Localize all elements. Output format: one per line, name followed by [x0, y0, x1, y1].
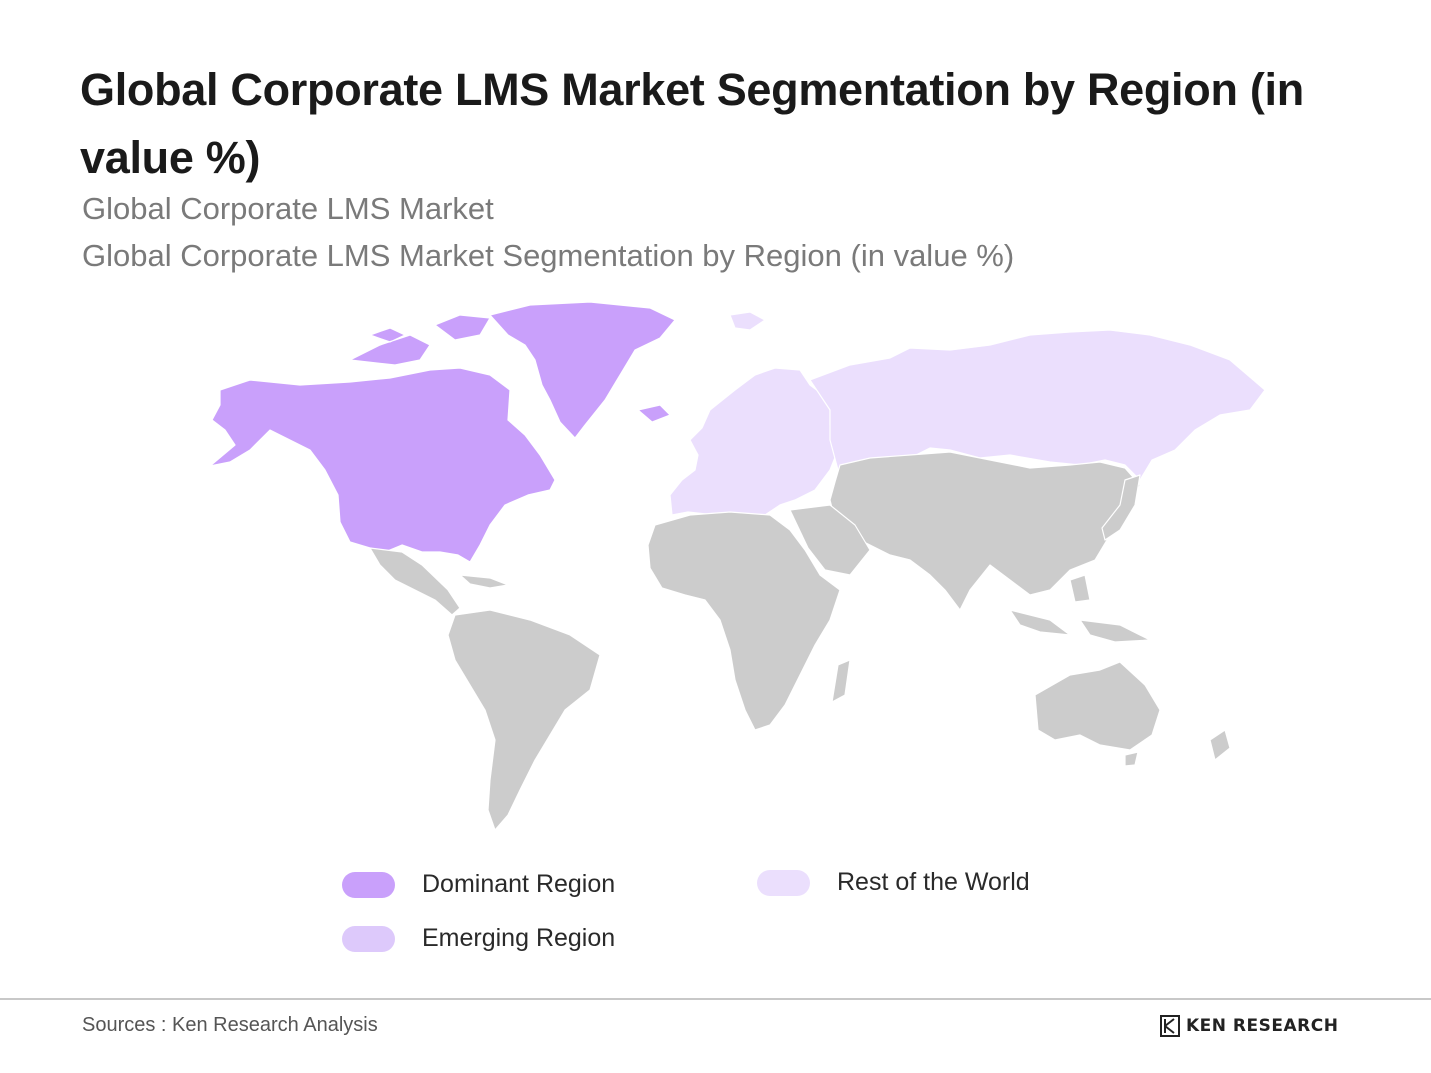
- legend-label-emerging: Emerging Region: [422, 924, 616, 952]
- brand: KEN RESEARCH: [1160, 1015, 1338, 1037]
- legend-label-rest: Rest of the World: [837, 868, 1030, 896]
- region-middle-east: [789, 504, 871, 576]
- legend-swatch-dominant: [342, 871, 395, 898]
- world-map: [190, 290, 1280, 835]
- region-se-asia-islands: [1009, 574, 1151, 643]
- legend-item-rest: Rest of the World: [757, 868, 1030, 897]
- region-central-america: [369, 547, 461, 616]
- sources-note: Sources : Ken Research Analysis: [82, 1014, 378, 1036]
- region-north-america: [209, 367, 556, 563]
- legend-swatch-emerging: [342, 925, 395, 952]
- chart-title: Global Corporate LMS Market Segmentation…: [80, 64, 1304, 183]
- region-iceland: [637, 404, 671, 423]
- brand-name: KEN RESEARCH: [1186, 1016, 1339, 1036]
- subtitle-market: Global Corporate LMS Market: [82, 191, 494, 226]
- region-greenland: [489, 301, 676, 439]
- legend-label-dominant: Dominant Region: [422, 870, 616, 898]
- region-japan: [1101, 474, 1141, 541]
- region-svalbard: [729, 311, 766, 331]
- region-africa: [647, 511, 841, 731]
- region-asia: [829, 451, 1141, 611]
- region-arctic-islands: [349, 314, 491, 366]
- legend-item-emerging: Emerging Region: [342, 924, 615, 953]
- region-oceania-islands: [1124, 729, 1231, 767]
- region-madagascar: [831, 659, 851, 703]
- subtitle-segmentation: Global Corporate LMS Market Segmentation…: [82, 238, 1015, 273]
- region-south-america: [447, 609, 601, 831]
- region-caribbean: [459, 574, 509, 589]
- region-australia: [1034, 661, 1161, 751]
- legend-item-dominant: Dominant Region: [342, 870, 615, 899]
- footer-divider: [0, 998, 1431, 1000]
- ken-research-logo-icon: [1160, 1015, 1180, 1037]
- world-map-svg: [209, 301, 1266, 831]
- region-europe: [669, 367, 839, 521]
- legend-swatch-rest: [757, 869, 810, 896]
